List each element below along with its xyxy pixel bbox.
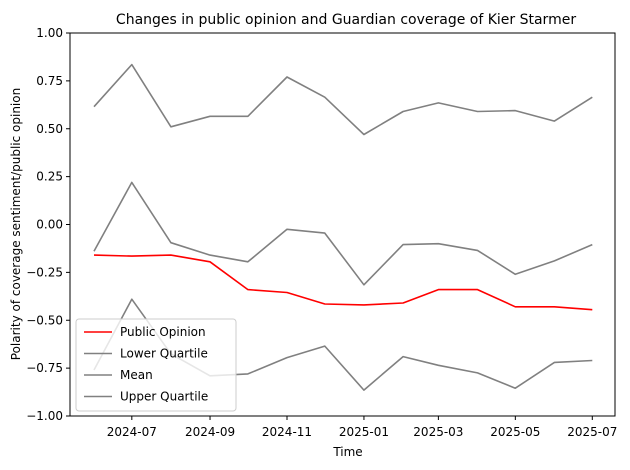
y-axis: −1.00 −0.75 −0.50 −0.25 0.00 0.25 0.50 0.75 1.00 — [26, 26, 70, 423]
x-axis: 2024-07 2024-09 2024-11 2025-01 2025-03 2025-… — [107, 416, 617, 439]
legend-box — [75, 318, 237, 412]
legend-label: Upper Quartile — [120, 390, 208, 404]
legend-label: Mean — [120, 368, 153, 382]
x-tick-label: 2024-11 — [262, 425, 312, 439]
x-tick-label: 2024-07 — [107, 425, 157, 439]
y-tick-label: 0.25 — [36, 170, 63, 184]
series-line-4 — [93, 63, 593, 136]
series-line-1 — [93, 254, 593, 311]
legend-label: Public Opinion — [120, 325, 206, 339]
x-tick-label: 2025-01 — [339, 425, 389, 439]
y-tick-label: −0.50 — [26, 313, 63, 327]
plot-frame — [69, 32, 616, 417]
y-tick-label: 0.50 — [36, 122, 63, 136]
chart-title: Changes in public opinion and Guardian c… — [116, 12, 576, 28]
y-tick-label: −0.25 — [26, 265, 63, 279]
x-tick-label: 2024-09 — [185, 425, 235, 439]
y-tick-label: 0.75 — [36, 74, 63, 88]
x-tick-label: 2025-07 — [567, 425, 617, 439]
legend-label: Lower Quartile — [120, 347, 208, 361]
y-tick-label: −0.75 — [26, 361, 63, 375]
y-tick-label: 0.00 — [36, 218, 63, 232]
x-tick-label: 2025-05 — [490, 425, 540, 439]
legend: Public Opinion Lower Quartile Mean Upper Qu… — [75, 318, 237, 412]
y-tick-label: −1.00 — [26, 409, 63, 423]
x-tick-label: 2025-03 — [413, 425, 463, 439]
y-axis-label: Polarity of coverage sentiment/public op… — [9, 88, 23, 360]
series-line-3 — [93, 181, 593, 286]
y-tick-label: 1.00 — [36, 26, 63, 40]
x-axis-label: Time — [332, 445, 362, 459]
